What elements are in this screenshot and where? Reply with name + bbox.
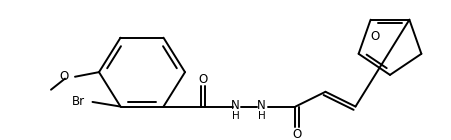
Text: N: N [230,99,239,112]
Text: Br: Br [72,95,85,108]
Text: N: N [257,99,265,112]
Text: O: O [198,73,207,86]
Text: H: H [257,111,265,121]
Text: H: H [231,111,239,121]
Text: O: O [292,128,301,140]
Text: O: O [60,70,69,83]
Text: O: O [369,30,378,43]
